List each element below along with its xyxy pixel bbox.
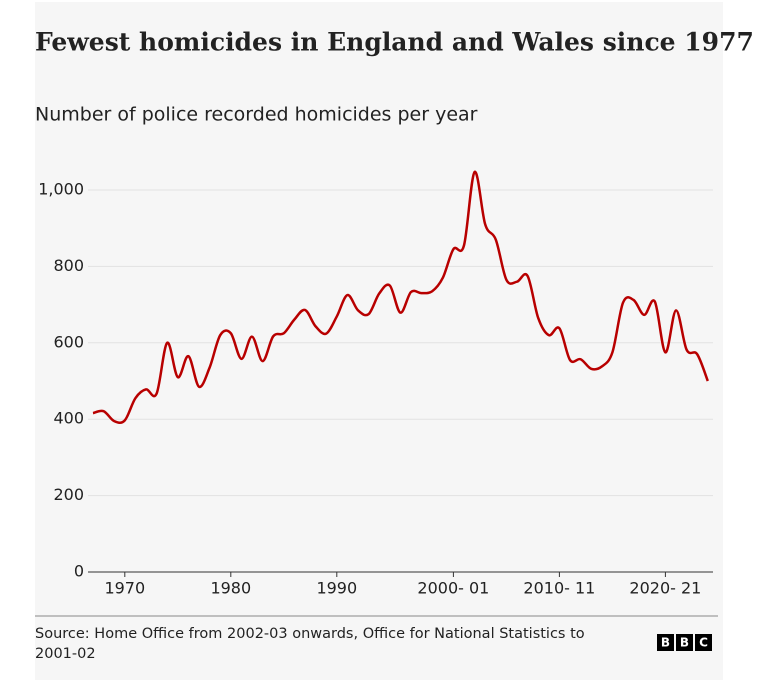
source-line: Source: Home Office from 2002-03 onwards… <box>35 626 585 642</box>
logo-box <box>695 634 712 651</box>
chart-subtitle: Number of police recorded homicides per … <box>35 104 478 126</box>
x-tick-label: 2000- 01 <box>417 579 489 598</box>
y-tick-label: 0 <box>74 562 84 581</box>
y-tick-label: 400 <box>53 409 84 428</box>
y-tick-label: 200 <box>53 485 84 504</box>
x-tick-label: 2020- 21 <box>629 579 701 598</box>
logo-letter: B <box>661 636 670 650</box>
y-tick-label: 1,000 <box>38 180 84 199</box>
x-tick-label: 1980 <box>210 579 251 598</box>
x-tick-label: 1970 <box>104 579 145 598</box>
source-line: 2001-02 <box>35 646 96 662</box>
x-tick-label: 1990 <box>316 579 357 598</box>
logo-letter: C <box>699 636 708 650</box>
x-tick-label: 2010- 11 <box>523 579 595 598</box>
panel <box>35 2 723 680</box>
logo-letter: B <box>680 636 689 650</box>
y-tick-label: 800 <box>53 256 84 275</box>
chart-title: Fewest homicides in England and Wales si… <box>35 28 754 57</box>
source: Source: Home Office from 2002-03 onwards… <box>35 626 585 662</box>
line-series <box>92 170 709 424</box>
y-tick-label: 600 <box>53 332 84 351</box>
logo-box <box>657 634 674 651</box>
logo-box <box>676 634 693 651</box>
